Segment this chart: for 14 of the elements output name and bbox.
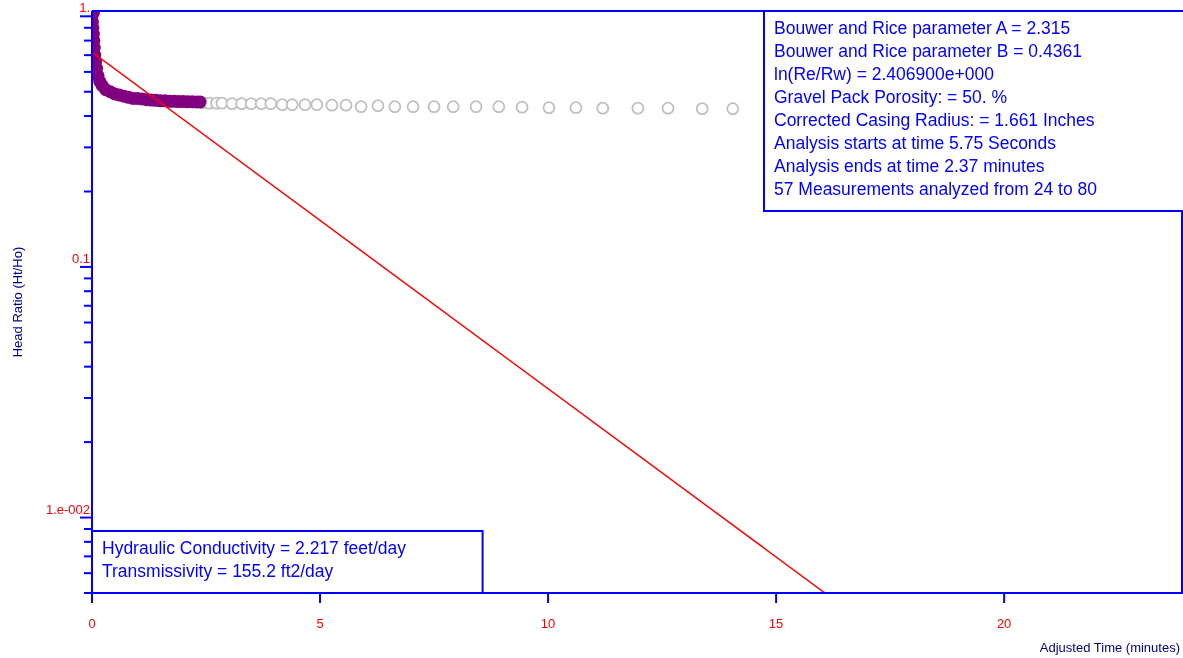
x-tick-label: 5 [316,616,324,631]
y-tick-label: 0.1 [71,250,90,266]
annotation: Hydraulic Conductivity = 2.217 feet/day Transmissivity = 155.2 ft2/day [102,538,407,581]
y-axis-title: Head Ratio (Ht/Ho) [10,246,25,358]
x-tick-label: 10 [540,616,556,631]
y-tick-label: 1. [79,0,90,16]
annotation: Bouwer and Rice parameter A = 2.315 Bouwer and Rice parameter B = 0.4361 ln(Re/Rw) = 2.406900e+000 Gravel Pack Porosity: = 50. % Corrected Casing Radius: = 1.661 Inches Analysis starts at time 5.75 Seconds Analysis ends at time 2.37 minutes 57 Measurements analyzed from 24 to 80 [774,18,1098,199]
note-box: Hydraulic Conductivity = 2.217 feet/day Transmissivity = 155.2 ft2/day [91,530,484,594]
x-tick-label: 0 [88,616,96,631]
note-box: Bouwer and Rice parameter A = 2.315 Bouwer and Rice parameter B = 0.4361 ln(Re/Rw) = 2.406900e+000 Gravel Pack Porosity: = 50. % Corrected Casing Radius: = 1.661 Inches Analysis starts at time 5.75 Seconds Analysis ends at time 2.37 minutes 57 Measurements analyzed from 24 to 80 [763,10,1183,212]
y-tick-label: 1.e-002 [45,501,90,517]
x-tick-label: 20 [996,616,1012,631]
x-axis-title: Adjusted Time (minutes) [1039,640,1180,655]
x-tick-label: 15 [768,616,784,631]
